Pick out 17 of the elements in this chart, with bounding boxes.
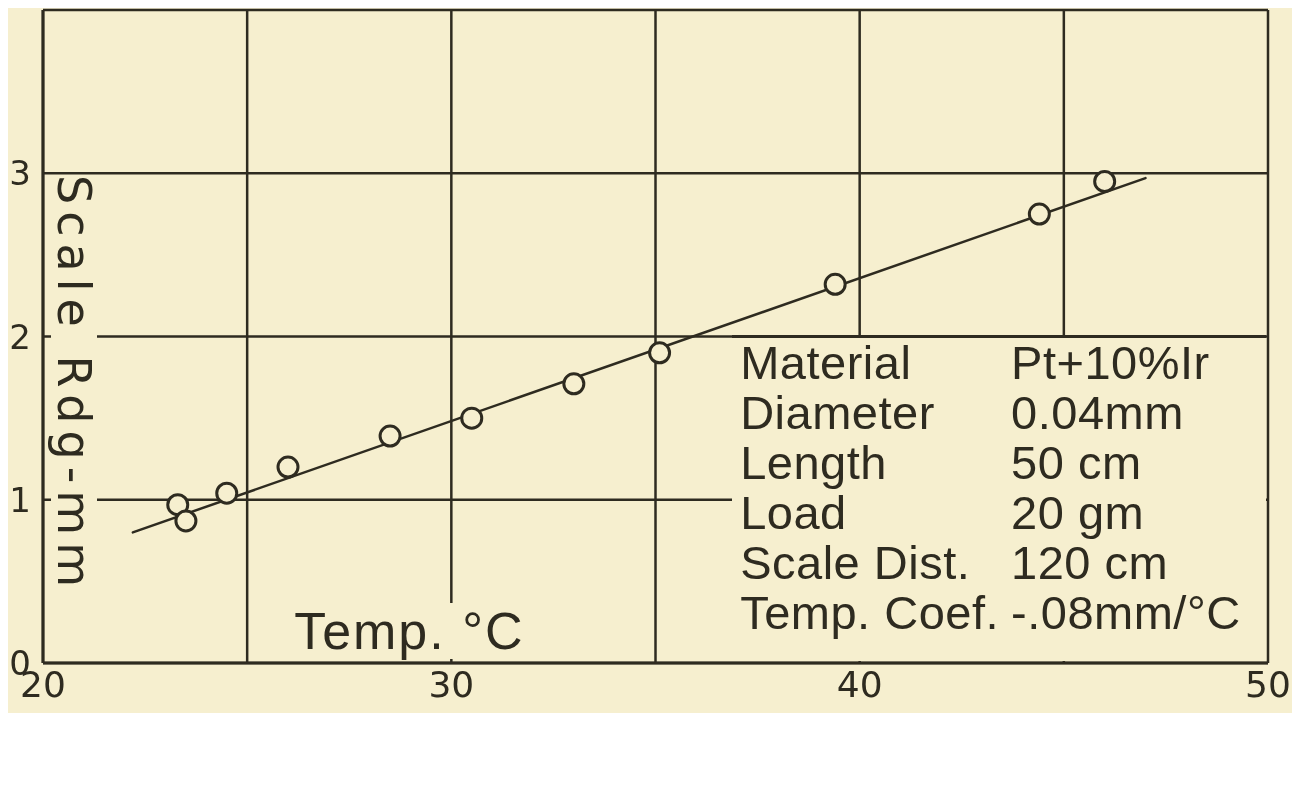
annotation: Scale Dist.: [740, 536, 972, 589]
y-tick-label: 2: [9, 316, 31, 357]
y-tick-label: 1: [9, 479, 31, 520]
x-tick-label: 50: [1245, 664, 1291, 705]
x-tick-label: 40: [836, 664, 883, 705]
annotation: Material: [740, 336, 913, 389]
x-tick-label: 30: [428, 664, 475, 705]
annotation: -.08mm/°C: [1011, 586, 1241, 639]
annotation: 0.04mm: [1011, 386, 1185, 439]
x-axis-title: Temp. °C: [294, 602, 525, 660]
annotation: Diameter: [740, 386, 936, 439]
annotation: Temp. Coef.: [740, 586, 1000, 639]
y-tick-label: 3: [9, 153, 31, 194]
annotation: Length: [740, 436, 888, 489]
annotation: 50 cm: [1011, 436, 1143, 489]
annotation: Pt+10%Ir: [1011, 336, 1211, 389]
y-axis-title: Scale Rdg-mm: [47, 175, 101, 595]
